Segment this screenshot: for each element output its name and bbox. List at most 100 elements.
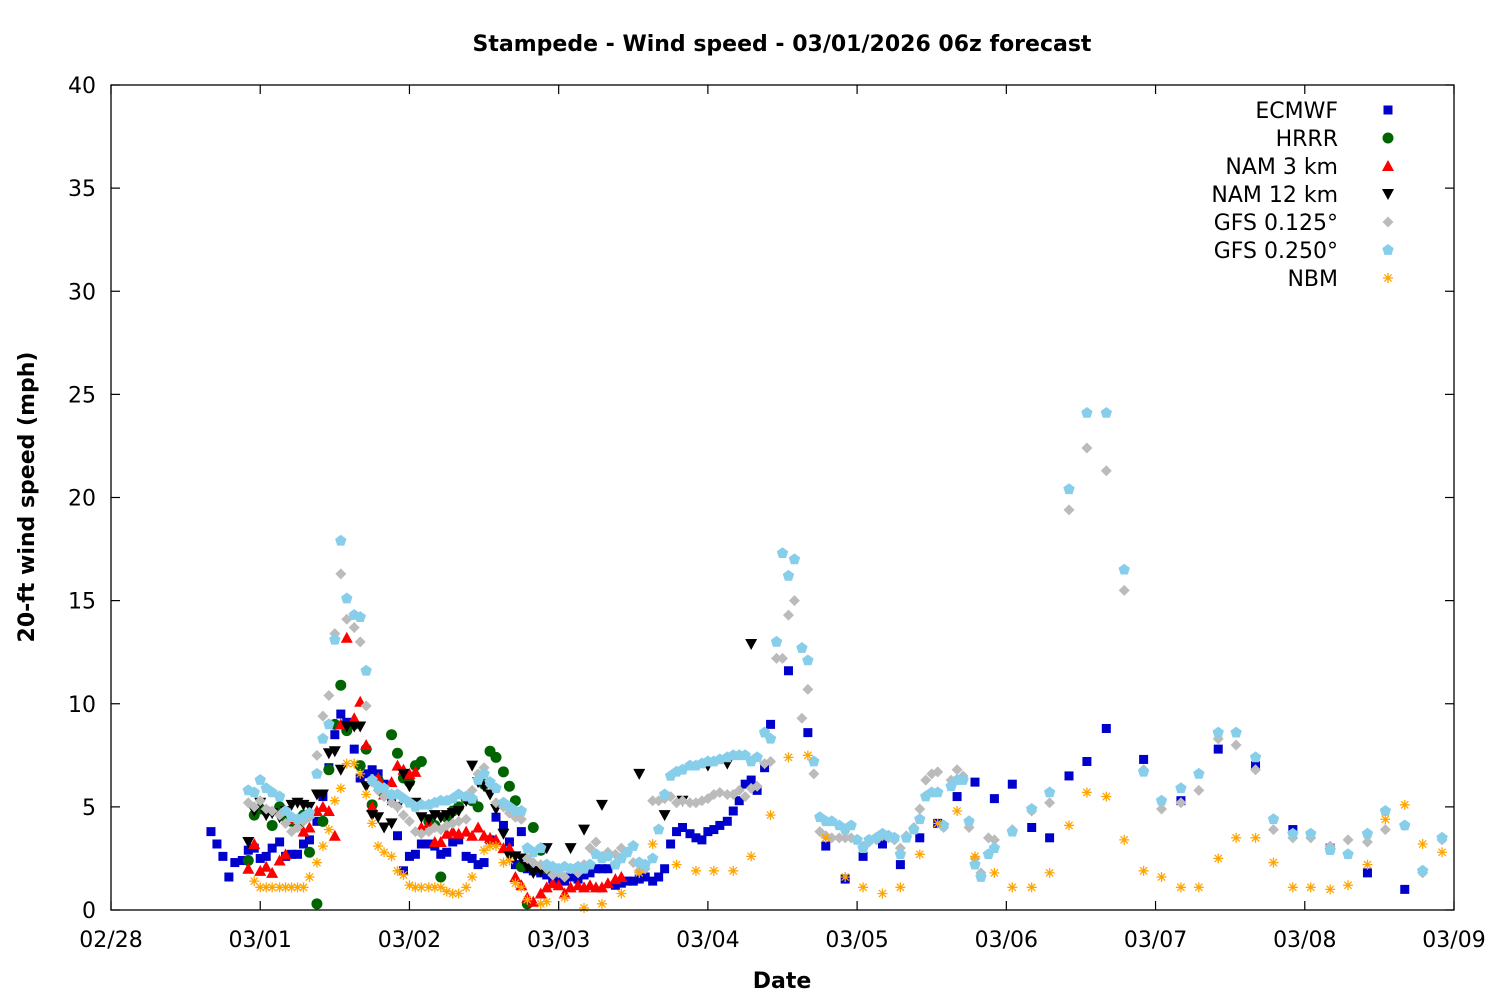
data-point [610, 880, 620, 890]
data-point [1138, 865, 1149, 876]
data-point [739, 791, 751, 803]
data-point [527, 867, 540, 879]
data-point [415, 756, 427, 767]
data-point [937, 819, 950, 831]
data-point [595, 881, 608, 893]
data-point [820, 832, 831, 843]
legend-marker [1382, 189, 1394, 200]
data-point [316, 800, 329, 812]
data-point [348, 712, 361, 724]
data-point [297, 825, 310, 837]
data-point [454, 835, 464, 845]
data-point [367, 818, 378, 829]
data-point [764, 732, 777, 744]
data-point [429, 882, 440, 893]
data-point [1137, 765, 1150, 777]
data-point [894, 848, 907, 860]
data-point [733, 784, 745, 796]
data-point [409, 765, 422, 777]
data-point [349, 758, 360, 769]
data-point [416, 839, 426, 849]
data-point [286, 882, 297, 893]
legend-marker [1382, 244, 1394, 255]
data-point [329, 795, 340, 806]
data-point [373, 841, 384, 852]
plot-frame [110, 84, 1455, 911]
data-point [1026, 882, 1037, 893]
data-point [1063, 504, 1075, 516]
data-point [628, 876, 638, 886]
data-point [478, 767, 490, 779]
data-point [739, 749, 751, 761]
data-point [751, 751, 763, 763]
data-point [386, 729, 398, 741]
data-point [765, 810, 776, 821]
data-point [1249, 751, 1262, 763]
data-point [802, 683, 814, 695]
data-point [851, 833, 863, 845]
data-point [410, 849, 420, 859]
data-point [311, 767, 323, 779]
data-point [721, 789, 733, 800]
data-point [1437, 847, 1448, 858]
data-point [1362, 868, 1372, 878]
data-point [266, 819, 278, 831]
data-point [634, 874, 644, 884]
x-tick-label: 03/01 [229, 928, 292, 953]
data-point [1175, 782, 1187, 794]
data-point [622, 876, 632, 886]
data-point [280, 882, 291, 893]
data-point [932, 766, 944, 778]
data-point [579, 902, 590, 913]
data-point [218, 851, 228, 861]
data-point [1287, 827, 1299, 839]
data-point [647, 839, 658, 849]
data-point [422, 814, 435, 826]
data-point [1193, 882, 1204, 893]
data-point [378, 822, 391, 834]
data-point [1119, 834, 1130, 845]
data-point [498, 820, 508, 830]
data-point [783, 666, 793, 676]
data-point [303, 846, 315, 858]
data-point [516, 827, 526, 837]
data-point [765, 756, 777, 767]
data-point [1416, 864, 1429, 876]
plot-markers [206, 406, 1448, 913]
data-point [554, 874, 564, 884]
y-tick-label: 0 [82, 899, 96, 924]
data-point [255, 882, 266, 893]
data-point [311, 898, 323, 910]
data-point [361, 769, 371, 779]
data-point [616, 888, 627, 899]
data-point [1361, 827, 1374, 839]
data-point [392, 865, 403, 876]
data-point [1379, 824, 1391, 836]
legend-label: GFS 0.250° [1214, 239, 1338, 264]
legend-marker [1382, 160, 1394, 171]
data-point [336, 709, 346, 719]
data-point [441, 886, 452, 897]
data-point [833, 832, 845, 844]
data-point [490, 841, 501, 852]
data-point [212, 839, 222, 849]
data-point [1007, 779, 1017, 789]
data-point [442, 847, 452, 857]
data-point [323, 690, 335, 701]
data-point [766, 719, 776, 729]
data-point [684, 797, 696, 809]
data-point [658, 788, 671, 800]
data-point [988, 842, 1001, 853]
data-point [654, 872, 664, 882]
legend-marker [1382, 132, 1394, 144]
data-point [796, 712, 808, 724]
data-point [255, 853, 265, 863]
data-point [1305, 827, 1317, 839]
x-tick-label: 03/08 [1273, 928, 1336, 953]
data-point [340, 631, 353, 643]
data-point [559, 871, 571, 883]
data-point [293, 849, 303, 859]
x-tick-label: 03/04 [676, 928, 739, 953]
data-point [1305, 882, 1316, 893]
data-point [317, 815, 329, 827]
